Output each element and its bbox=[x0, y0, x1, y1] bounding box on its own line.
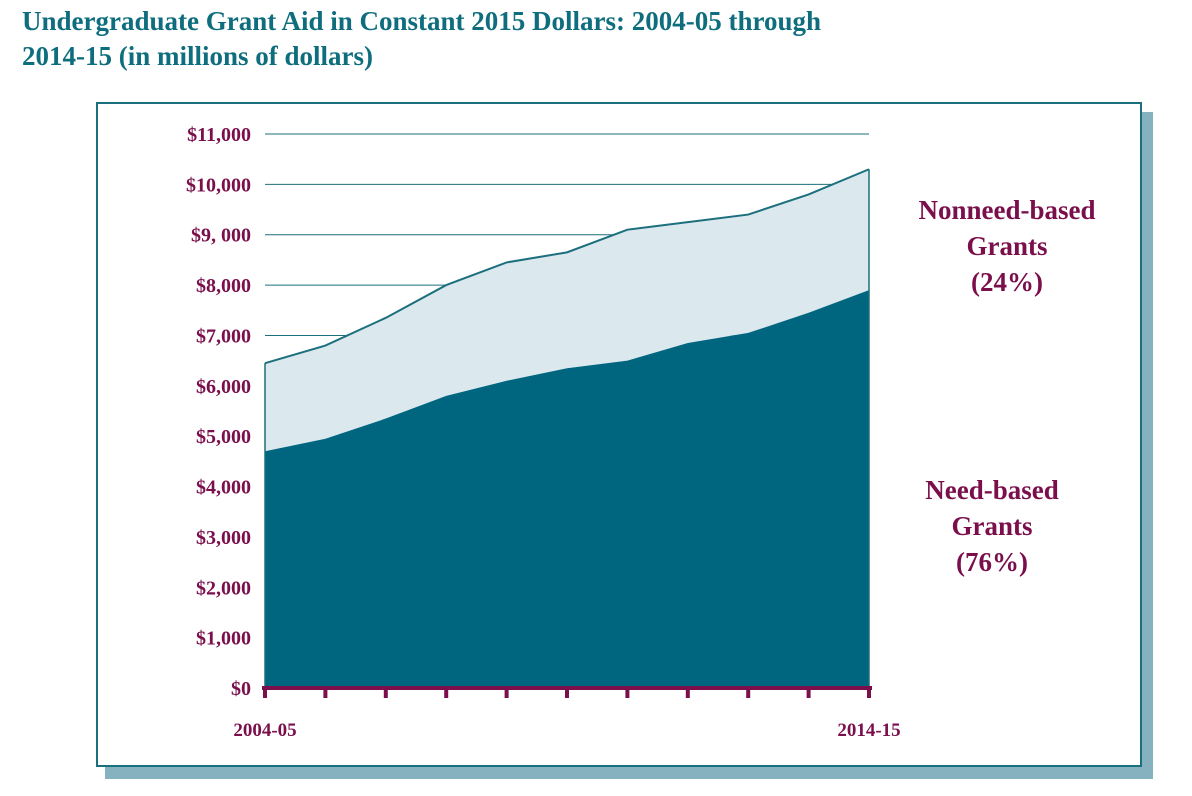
chart-title: Undergraduate Grant Aid in Constant 2015… bbox=[22, 4, 1022, 74]
series-annotations: Nonneed-based Grants (24%) Need-based Grants… bbox=[918, 195, 1095, 577]
annotation-line: Nonneed-based bbox=[918, 195, 1095, 225]
y-tick-label: $0 bbox=[231, 678, 251, 700]
chart-title-line-1: Undergraduate Grant Aid in Constant 2015… bbox=[22, 6, 822, 36]
y-tick-label: $2,000 bbox=[196, 577, 251, 599]
annotation-line: (76%) bbox=[956, 547, 1028, 577]
annotation-line: Grants bbox=[967, 231, 1048, 261]
y-tick-label: $8,000 bbox=[196, 275, 251, 297]
y-tick-label: $1,000 bbox=[196, 628, 251, 650]
y-tick-label: $3,000 bbox=[196, 527, 251, 549]
x-tick-label: 2004-05 bbox=[233, 720, 296, 741]
y-tick-label: $5,000 bbox=[196, 426, 251, 448]
x-tick-label: 2014-15 bbox=[837, 720, 900, 741]
nonneed-based-annotation: Nonneed-based Grants (24%) bbox=[918, 195, 1095, 297]
axes bbox=[262, 686, 872, 698]
need-based-annotation: Need-based Grants (76%) bbox=[925, 475, 1059, 577]
need-based-area bbox=[265, 290, 869, 688]
y-tick-label: $6,000 bbox=[196, 376, 251, 398]
chart-title-line-2: 2014-15 (in millions of dollars) bbox=[22, 41, 374, 71]
nonneed-based-area bbox=[265, 169, 869, 452]
annotation-line: (24%) bbox=[971, 267, 1043, 297]
y-tick-labels: $0 $1,000 $2,000 $3,000 $4,000 $5,000 $6,000 $7… bbox=[186, 124, 251, 700]
annotation-line: Grants bbox=[952, 511, 1033, 541]
total-outline bbox=[264, 168, 870, 365]
y-tick-label: $11,000 bbox=[187, 124, 251, 146]
annotation-line: Need-based bbox=[925, 475, 1059, 505]
y-tick-label: $4,000 bbox=[196, 477, 251, 499]
areas bbox=[264, 168, 870, 688]
y-tick-label: $9, 000 bbox=[191, 225, 251, 247]
y-tick-label: $7,000 bbox=[196, 325, 251, 347]
x-tick-labels: 2004-05 2014-15 bbox=[233, 720, 900, 741]
y-tick-label: $10,000 bbox=[186, 174, 251, 196]
